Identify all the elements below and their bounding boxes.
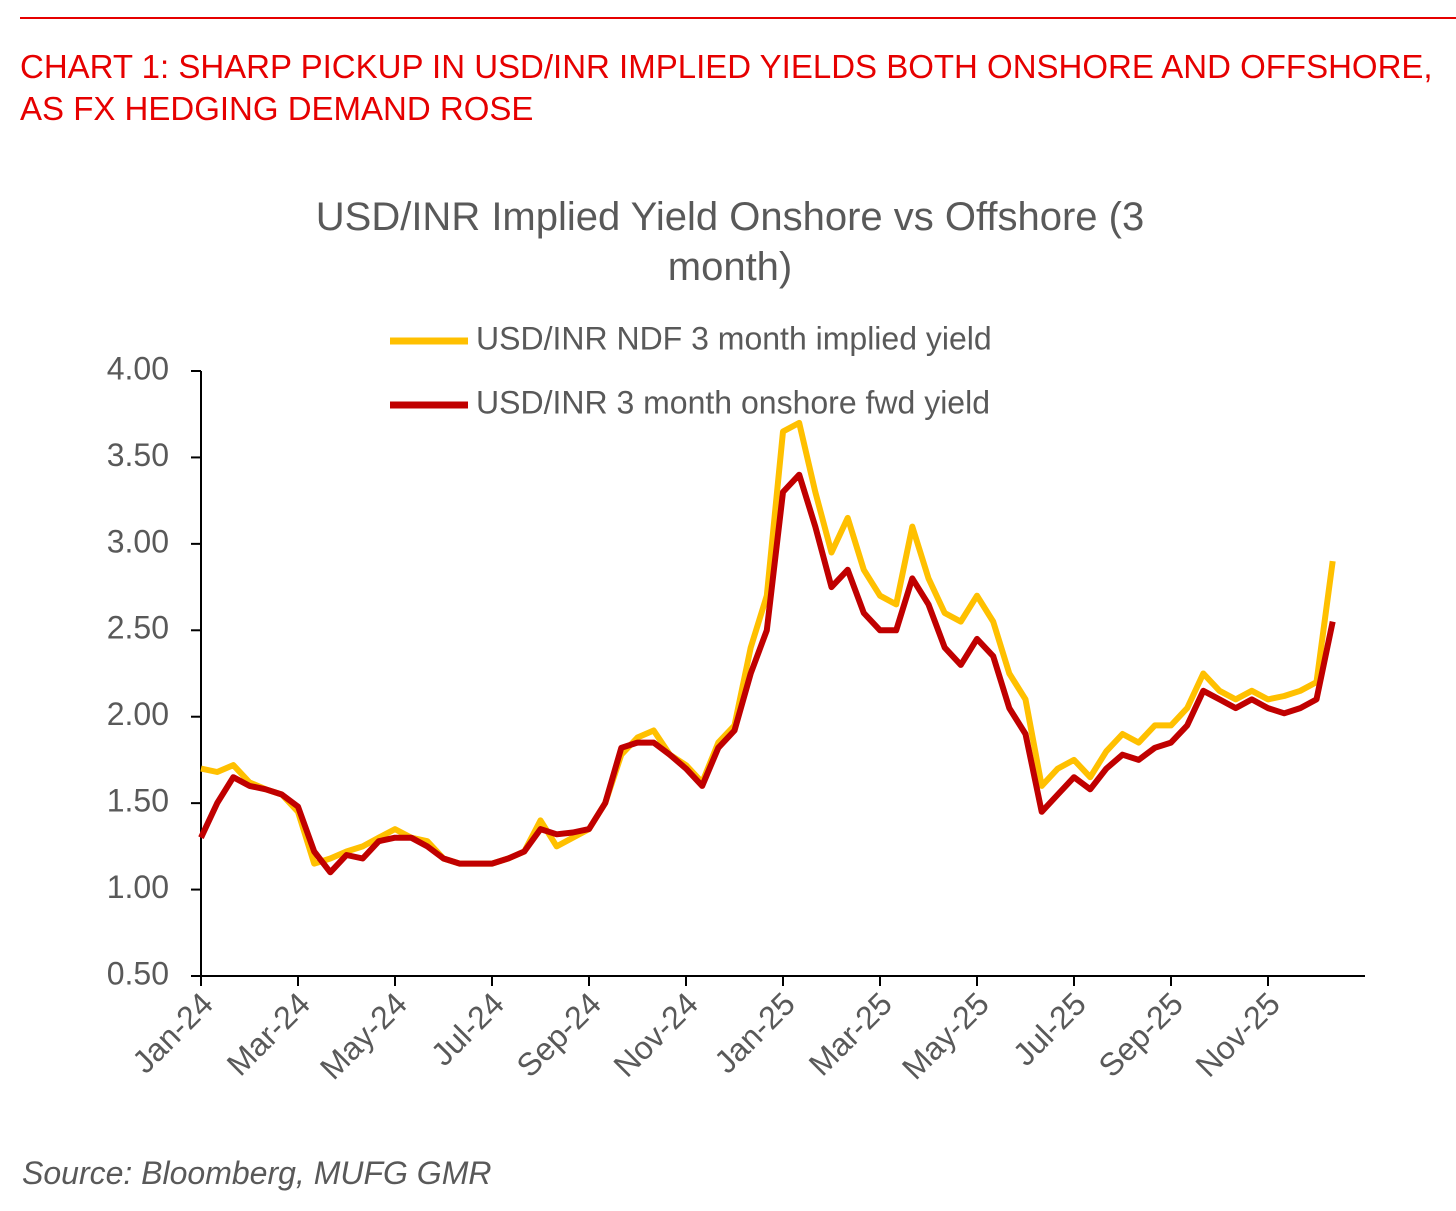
series-line	[200, 419, 1336, 867]
x-tick-label: Sep-24	[510, 985, 608, 1083]
x-tick-label: Mar-24	[220, 985, 317, 1082]
source-note: Source: Bloomberg, MUFG GMR	[22, 1155, 492, 1191]
legend-label: USD/INR NDF 3 month implied yield	[476, 320, 992, 356]
legend-label: USD/INR 3 month onshore fwd yield	[476, 384, 990, 420]
y-tick-label: 2.50	[107, 610, 169, 646]
x-tick-label: Sep-25	[1092, 985, 1190, 1083]
x-tick-label: May-25	[895, 985, 996, 1086]
x-tick-label: Mar-25	[802, 985, 899, 1082]
header-rule	[20, 17, 1456, 19]
x-tick-label: Jul-24	[424, 985, 511, 1072]
x-tick-label: May-24	[313, 985, 414, 1086]
y-tick-label: 2.00	[107, 696, 169, 732]
x-tick-label: Nov-25	[1189, 985, 1287, 1083]
series-line	[198, 471, 1336, 876]
y-tick-label: 3.50	[107, 437, 169, 473]
y-tick-label: 3.00	[107, 523, 169, 559]
x-tick-label: Jan-24	[125, 985, 220, 1080]
chart-title: USD/INR Implied Yield Onshore vs Offshor…	[315, 195, 1145, 289]
y-tick-label: 1.50	[107, 783, 169, 819]
header-title: CHART 1: SHARP PICKUP IN USD/INR IMPLIED…	[20, 48, 1433, 127]
x-tick-label: Nov-24	[607, 985, 705, 1083]
x-tick-label: Jul-25	[1006, 985, 1093, 1072]
y-tick-label: 4.00	[107, 350, 169, 386]
x-tick-label: Jan-25	[707, 985, 802, 1080]
y-tick-label: 1.00	[107, 869, 169, 905]
y-tick-label: 0.50	[107, 955, 169, 991]
